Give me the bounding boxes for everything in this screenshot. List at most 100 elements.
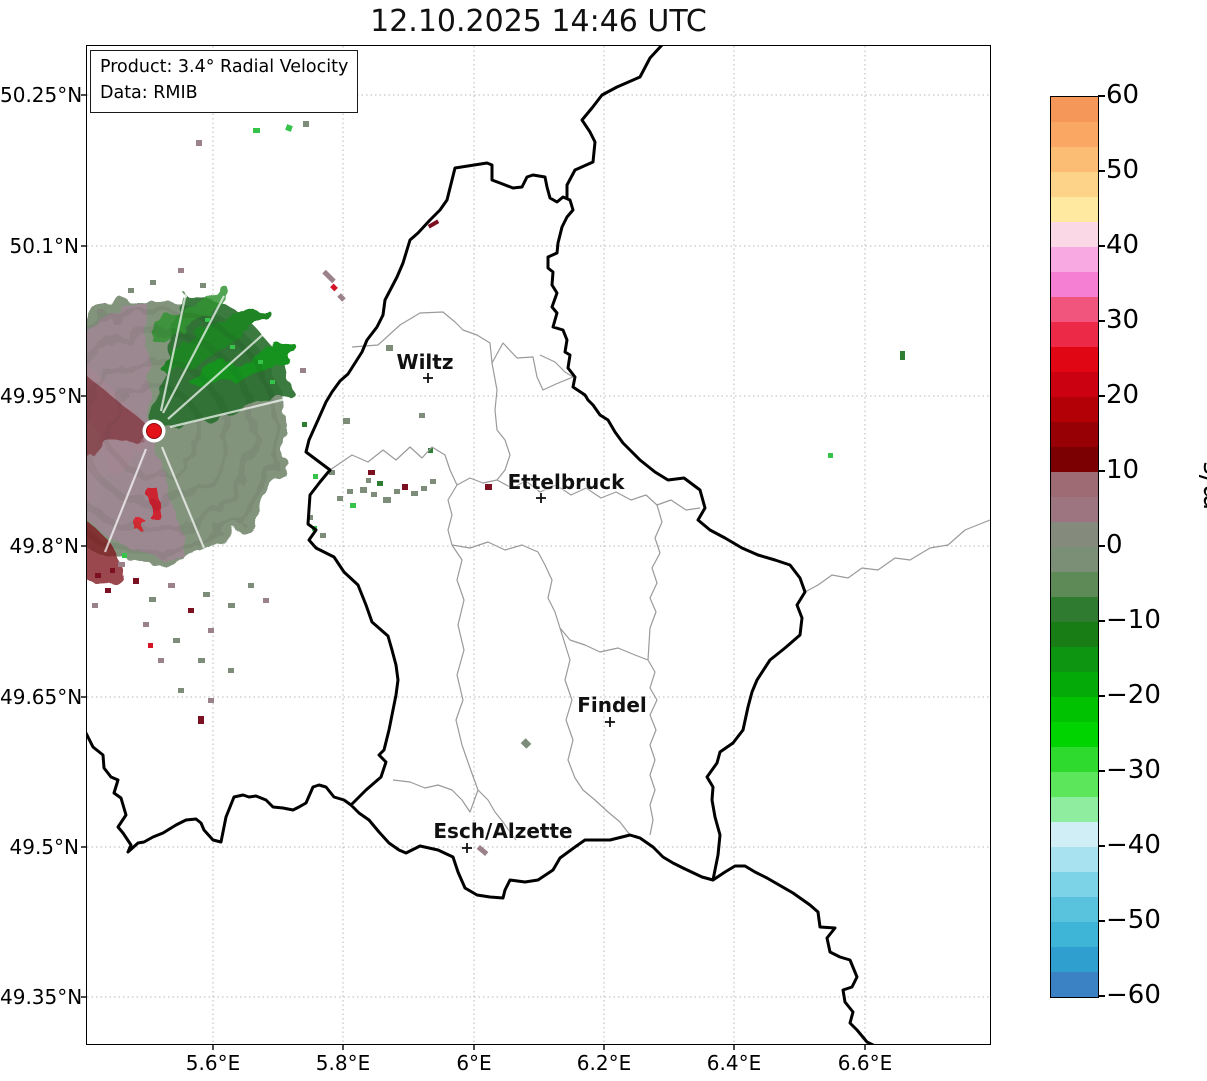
radar-echo-speckle	[150, 280, 156, 285]
radar-echo-speckle	[228, 668, 234, 673]
x-tick-label: 5.8°E	[315, 1051, 371, 1075]
radar-echo-speckle	[303, 121, 309, 127]
colorbar-tick-label: 0	[1106, 530, 1123, 560]
legend-product-line: Product: 3.4° Radial Velocity	[100, 57, 349, 77]
district-boundaries	[329, 311, 990, 841]
radar-echo-speckle	[248, 583, 254, 588]
colorbar-tick-label: 30	[1106, 305, 1140, 335]
colorbar-tick-mark	[1098, 845, 1105, 847]
colorbar-unit-label: m/s	[1194, 460, 1207, 511]
radar-echo-speckle	[205, 318, 210, 322]
radar-echo-speckle	[476, 845, 489, 856]
radar-echo-speckle	[178, 688, 184, 693]
colorbar-tick-mark	[1098, 170, 1105, 172]
radar-echo-speckle	[178, 268, 184, 273]
radar-echo-speckle	[285, 124, 293, 132]
radar-echo-speckle	[198, 716, 204, 724]
colorbar-tick-label: −50	[1106, 905, 1161, 935]
radar-echo-speckle	[149, 597, 156, 602]
y-tick-label: 49.95°N	[0, 384, 83, 408]
colorbar-tick-label: 60	[1106, 80, 1140, 110]
radar-echo-speckle	[92, 603, 98, 608]
city-label: Ettelbruck	[507, 470, 625, 494]
radar-echo-speckle	[133, 578, 139, 584]
radar-echo-speckle	[322, 269, 336, 284]
colorbar-tick-mark	[1098, 395, 1105, 397]
radar-echo-speckle	[313, 474, 318, 479]
y-tick-label: 49.65°N	[0, 685, 83, 709]
city-label: Esch/Alzette	[433, 819, 573, 843]
radar-echo-speckle	[188, 608, 194, 613]
y-tick-label: 49.8°N	[9, 534, 80, 558]
radar-echo-speckle	[421, 486, 427, 491]
radar-echo-speckle	[196, 140, 202, 146]
belgium-germany-border	[565, 46, 664, 199]
radar-echo-speckle	[411, 491, 418, 496]
radar-echo-speckle	[198, 658, 205, 663]
colorbar-tick-mark	[1098, 95, 1105, 97]
radar-echo-speckle	[203, 592, 210, 597]
y-tick-label: 50.25°N	[0, 83, 83, 107]
radar-echo-speckle	[337, 496, 343, 501]
radar-echo-speckle	[430, 479, 436, 484]
radar-echo-speckle	[302, 422, 307, 427]
radar-echo-speckle	[148, 643, 153, 648]
colorbar-tick-label: −30	[1106, 755, 1161, 785]
radar-echo-speckle	[168, 583, 175, 588]
colorbar-tick-label: −10	[1106, 605, 1161, 635]
radar-echo-speckle	[394, 489, 400, 494]
radar-echo-speckle	[320, 533, 326, 538]
colorbar-tick-mark	[1098, 995, 1105, 997]
radar-echo-speckle	[122, 553, 127, 558]
x-tick-label: 6.6°E	[837, 1051, 893, 1075]
radar-echo-speckle	[360, 487, 367, 493]
radar-echo-speckle	[330, 283, 338, 292]
radar-echo-speckle	[337, 293, 346, 302]
radar-echo-speckle	[208, 628, 214, 633]
city-label: Findel	[577, 693, 647, 717]
radar-echo-speckle	[158, 658, 164, 663]
colorbar-tick-label: −20	[1106, 680, 1161, 710]
radar-echo-speckle	[200, 283, 206, 288]
luxembourg-outline	[304, 161, 807, 900]
colorbar-tick-mark	[1098, 545, 1105, 547]
radar-velocity-field	[87, 286, 298, 583]
colorbar-tick-label: 50	[1106, 155, 1140, 185]
x-tick-label: 6.4°E	[706, 1051, 762, 1075]
radar-echo-speckle	[110, 568, 115, 573]
x-tick-label: 6°E	[456, 1051, 492, 1075]
x-tick-label: 6.2°E	[576, 1051, 632, 1075]
colorbar-tick-mark	[1098, 920, 1105, 922]
radar-beam-gaps	[103, 292, 291, 553]
radar-echo-speckle	[263, 598, 269, 603]
radar-echo-speckle	[258, 360, 263, 364]
radar-echo-speckle	[307, 515, 313, 520]
radar-echo-speckle	[173, 638, 180, 643]
radar-echo-speckle	[900, 351, 905, 360]
radar-echo-speckle	[128, 288, 134, 293]
radar-echo-speckle	[419, 413, 425, 418]
radar-echo-speckle	[366, 478, 371, 483]
colorbar-tick-mark	[1098, 695, 1105, 697]
radar-echo-speckle	[230, 345, 235, 349]
radar-echo-speckle	[343, 418, 350, 424]
radar-echo-speckle	[208, 698, 214, 703]
radar-echo-speckle	[371, 492, 377, 497]
x-tick-label: 5.6°E	[185, 1051, 241, 1075]
colorbar-tick-label: −60	[1106, 980, 1161, 1010]
radar-echo-speckle	[329, 470, 335, 475]
radar-echo-speckle	[300, 368, 306, 373]
france-belgium-border	[87, 731, 353, 854]
colorbar-tick-label: 20	[1106, 380, 1140, 410]
radar-echo-speckle	[386, 345, 393, 351]
y-tick-label: 50.1°N	[9, 234, 80, 258]
colorbar-tick-mark	[1098, 770, 1105, 772]
velocity-colorbar	[1050, 96, 1099, 998]
radar-echo-speckle	[228, 603, 235, 608]
radar-echo-speckle	[368, 470, 375, 475]
colorbar-tick-mark	[1098, 320, 1105, 322]
radar-echo-speckles	[92, 121, 905, 856]
radar-echo-speckle	[95, 573, 101, 578]
